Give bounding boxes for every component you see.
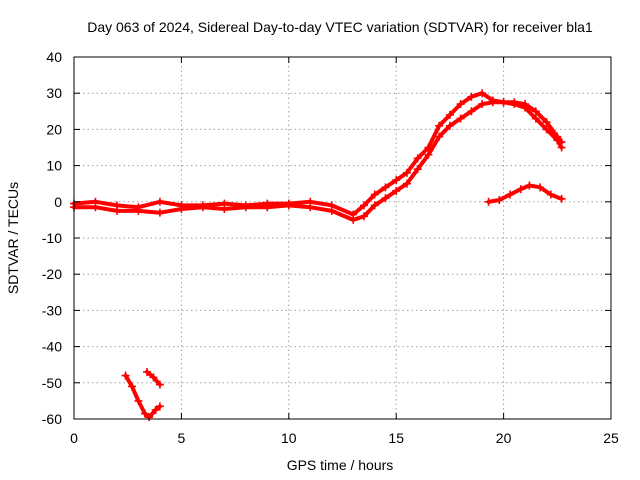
y-tick-label: -40	[42, 339, 62, 355]
data-point	[467, 92, 476, 101]
data-point	[445, 110, 454, 119]
series-main-track-upper	[70, 89, 566, 219]
data-point	[155, 402, 164, 411]
series-outlier-dash	[143, 367, 164, 389]
chart-title: Day 063 of 2024, Sidereal Day-to-day VTE…	[87, 19, 593, 35]
data-point	[327, 206, 336, 215]
data-point	[198, 203, 207, 212]
x-axis-label: GPS time / hours	[287, 457, 394, 473]
data-point	[525, 181, 534, 190]
data-point	[536, 183, 545, 192]
data-point	[220, 205, 229, 214]
series-track	[123, 373, 162, 420]
series-main-track-lower	[70, 98, 566, 224]
data-point	[370, 190, 379, 199]
data-point	[121, 371, 130, 380]
data-point	[478, 89, 487, 98]
y-tick-label: 10	[46, 158, 62, 174]
data-point	[349, 215, 358, 224]
data-point	[456, 100, 465, 109]
grid-lines	[74, 57, 611, 419]
data-point	[392, 186, 401, 195]
data-point	[516, 185, 525, 194]
x-tick-label: 5	[178, 430, 186, 446]
data-point	[359, 201, 368, 210]
data-point	[499, 98, 508, 107]
data-point	[424, 150, 433, 159]
y-tick-label: -60	[42, 411, 62, 427]
x-tick-label: 15	[388, 430, 404, 446]
data-point	[495, 195, 504, 204]
series-track	[72, 100, 564, 222]
data-point	[531, 107, 540, 116]
series-secondary-arc	[484, 181, 566, 206]
data-point	[381, 194, 390, 203]
data-point	[435, 132, 444, 141]
data-point	[546, 190, 555, 199]
axis-ticks: 0 5 10 15 20 25 -60 -50 -40 -30 -20 -10 0 10 20 30 40	[42, 49, 619, 446]
data-point	[402, 168, 411, 177]
y-tick-label: -30	[42, 302, 62, 318]
data-series	[70, 89, 566, 422]
y-tick-label: -50	[42, 375, 62, 391]
data-point	[413, 165, 422, 174]
data-point	[467, 107, 476, 116]
data-point	[155, 380, 164, 389]
data-point	[140, 409, 149, 418]
series-outlier-v	[121, 371, 164, 422]
data-point	[127, 382, 136, 391]
y-axis-label: SDTVAR / TECUs	[5, 182, 21, 294]
data-point	[91, 203, 100, 212]
data-point	[506, 190, 515, 199]
data-point	[531, 114, 540, 123]
y-tick-label: 0	[54, 194, 62, 210]
y-tick-label: 30	[46, 85, 62, 101]
x-tick-label: 10	[281, 430, 297, 446]
x-tick-label: 0	[70, 430, 78, 446]
series-track	[72, 91, 564, 217]
y-tick-label: 20	[46, 121, 62, 137]
y-tick-label: 40	[46, 49, 62, 65]
data-point	[413, 154, 422, 163]
x-tick-label: 20	[496, 430, 512, 446]
series-track	[486, 183, 564, 204]
data-point	[145, 413, 154, 422]
data-point	[370, 201, 379, 210]
data-point	[445, 121, 454, 130]
data-point	[557, 143, 566, 152]
data-point	[284, 201, 293, 210]
data-point	[488, 98, 497, 107]
y-tick-label: -20	[42, 266, 62, 282]
data-point	[306, 203, 315, 212]
data-point	[392, 176, 401, 185]
data-point	[484, 197, 493, 206]
data-point	[557, 194, 566, 203]
x-tick-label: 25	[603, 430, 619, 446]
data-point	[143, 367, 152, 376]
data-point	[456, 114, 465, 123]
data-point	[510, 100, 519, 109]
data-point	[134, 206, 143, 215]
data-point	[155, 197, 164, 206]
data-point	[177, 205, 186, 214]
y-tick-label: -10	[42, 230, 62, 246]
data-point	[381, 183, 390, 192]
data-point	[542, 125, 551, 134]
data-point	[359, 212, 368, 221]
data-point	[241, 203, 250, 212]
data-point	[402, 179, 411, 188]
data-point	[155, 208, 164, 217]
data-point	[553, 136, 562, 145]
data-point	[151, 405, 160, 414]
data-point	[263, 203, 272, 212]
data-point	[478, 100, 487, 109]
data-point	[521, 103, 530, 112]
data-point	[542, 118, 551, 127]
data-point	[435, 121, 444, 130]
data-point	[149, 373, 158, 382]
data-point	[112, 206, 121, 215]
data-point	[134, 396, 143, 405]
